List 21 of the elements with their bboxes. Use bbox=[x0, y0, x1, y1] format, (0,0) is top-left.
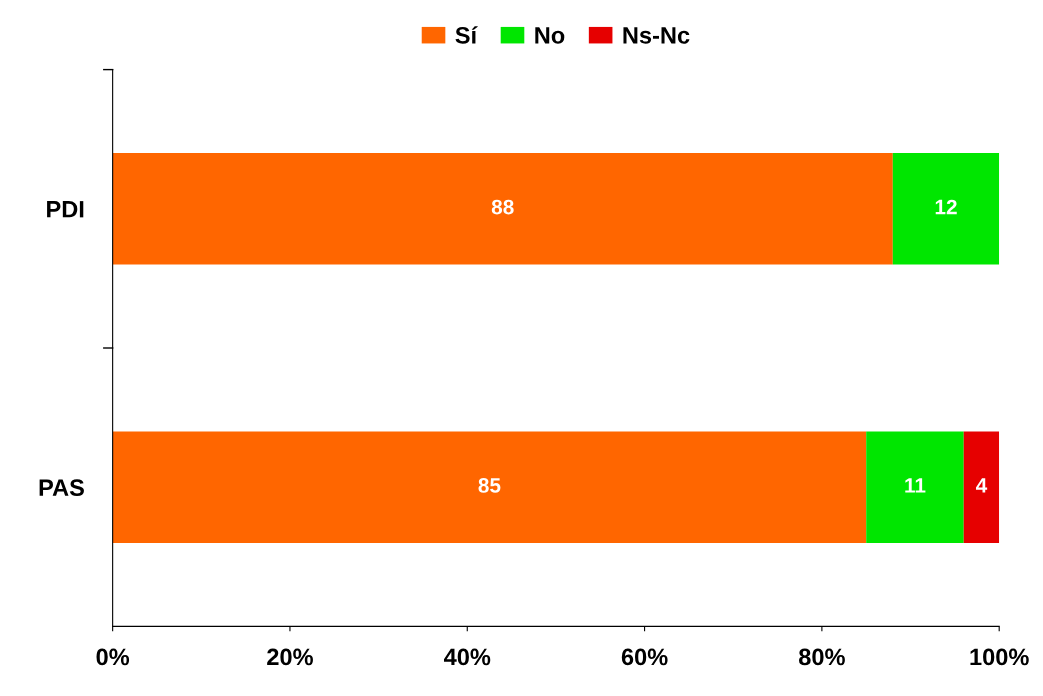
x-tick-label: 80% bbox=[799, 648, 845, 666]
data-label: 88 bbox=[491, 199, 514, 215]
x-tick-label: 20% bbox=[267, 648, 313, 666]
x-tick-label: 100% bbox=[970, 648, 1029, 666]
bar bbox=[866, 431, 964, 543]
legend-label: Sí bbox=[455, 26, 478, 44]
y-tick-label: PAS bbox=[39, 479, 84, 496]
bar bbox=[892, 153, 1000, 265]
data-label: 12 bbox=[935, 199, 957, 215]
data-label: 4 bbox=[975, 478, 988, 493]
legend-label: No bbox=[535, 27, 565, 44]
bar bbox=[112, 431, 867, 543]
x-tick-label: 40% bbox=[443, 648, 491, 666]
data-label: 11 bbox=[905, 478, 926, 493]
x-tick-label: 0% bbox=[96, 648, 130, 666]
x-tick-label: 60% bbox=[621, 648, 668, 666]
legend-label: Ns-Nc bbox=[623, 27, 690, 44]
data-label: 85 bbox=[478, 478, 501, 493]
bar bbox=[112, 153, 893, 265]
y-tick-label: PDI bbox=[47, 201, 84, 218]
bar bbox=[963, 431, 1000, 543]
